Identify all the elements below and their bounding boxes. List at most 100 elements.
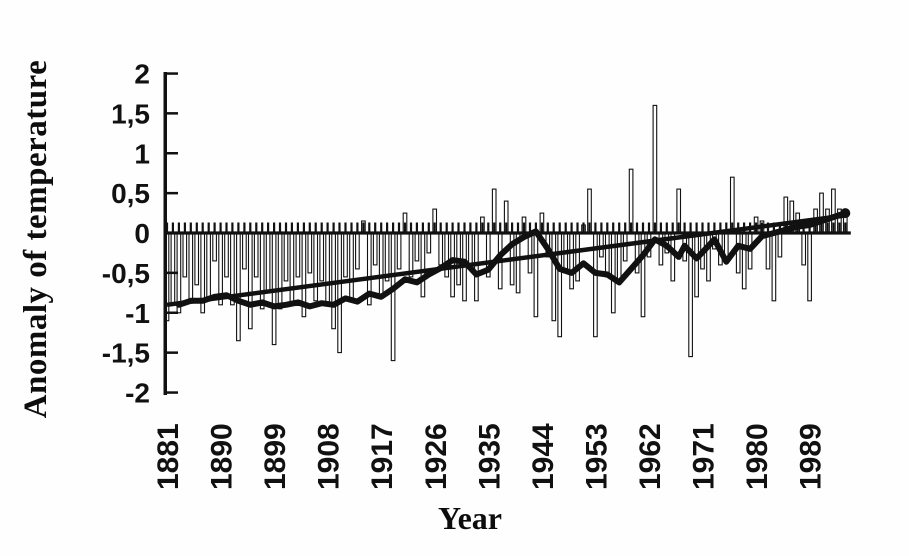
year-tick-1898 (267, 222, 270, 233)
year-tick-1916 (374, 222, 377, 233)
year-tick-1956 (612, 222, 615, 233)
year-tick-1924 (421, 222, 424, 233)
anomaly-bar-1984 (777, 232, 783, 258)
year-tick-1951 (582, 222, 585, 233)
year-tick-1941 (522, 222, 526, 233)
y-tick-0 (167, 231, 178, 235)
y-tick--1,5 (167, 351, 178, 354)
year-tick-1889 (213, 222, 216, 233)
x-tick-label-1944: 1944 (527, 423, 560, 490)
year-tick-1955 (606, 222, 609, 233)
anomaly-bar-1970 (694, 232, 699, 298)
year-tick-1991 (820, 222, 823, 233)
x-tick-label-1980: 1980 (741, 423, 774, 490)
y-tick-0,5 (167, 191, 178, 195)
anomaly-bar-1900 (277, 232, 283, 310)
year-tick-1958 (624, 222, 627, 233)
y-axis-title: Anomaly of temperature (18, 59, 54, 419)
year-tick-1882 (171, 222, 174, 233)
year-tick-1910 (338, 222, 341, 233)
anomaly-bar-1884 (182, 232, 188, 278)
year-tick-1944 (540, 222, 543, 233)
x-tick-label-1935: 1935 (473, 423, 506, 490)
y-tick-2 (167, 72, 178, 75)
year-tick-1914 (362, 222, 365, 233)
x-tick-label-1953: 1953 (580, 423, 613, 490)
anomaly-bar-1977 (735, 232, 741, 274)
year-tick-1931 (463, 222, 466, 233)
anomaly-bar-1950 (575, 232, 580, 282)
year-tick-1983 (772, 222, 775, 233)
year-tick-1896 (255, 222, 258, 233)
x-tick-label-1908: 1908 (313, 423, 346, 490)
anomaly-bar-1957 (616, 232, 622, 282)
year-tick-1940 (516, 222, 520, 233)
y-tick-label-1: 1 (134, 138, 150, 169)
anomaly-bar-1924 (420, 232, 426, 298)
anomaly-bar-1898 (265, 232, 271, 294)
anomaly-bar-1955 (604, 232, 610, 278)
year-tick-1972 (707, 222, 710, 233)
year-tick-1895 (249, 222, 252, 233)
year-tick-1948 (564, 222, 567, 233)
year-tick-1892 (231, 222, 234, 233)
year-tick-1994 (838, 222, 841, 233)
y-tick-label--1: -1 (125, 298, 150, 329)
year-tick-1939 (511, 222, 514, 233)
year-tick-1894 (243, 222, 246, 233)
year-tick-1897 (261, 222, 264, 233)
year-tick-1953 (594, 222, 597, 233)
anomaly-bar-1989 (807, 232, 812, 302)
year-tick-1942 (528, 222, 532, 233)
year-tick-1906 (314, 222, 317, 233)
x-tick-label-1881: 1881 (152, 423, 185, 490)
anomaly-bar-1889 (212, 232, 217, 262)
year-tick-1969 (689, 222, 692, 233)
year-tick-1901 (284, 222, 288, 233)
year-tick-1888 (207, 222, 210, 233)
y-tick-label-0,5: 0,5 (111, 178, 150, 209)
anomaly-bar-1913 (355, 232, 360, 270)
year-tick-1930 (457, 222, 460, 233)
anomaly-bar-1961 (640, 232, 646, 318)
year-tick-1960 (635, 222, 639, 233)
year-tick-1943 (534, 222, 537, 233)
year-tick-1907 (320, 222, 323, 233)
year-tick-1950 (576, 222, 579, 233)
anomaly-bar-1891 (224, 232, 229, 278)
year-tick-1921 (403, 222, 407, 233)
year-tick-1992 (826, 222, 829, 233)
x-axis-title: Year (438, 500, 502, 536)
anomaly-bar-1988 (801, 232, 807, 266)
year-tick-1883 (177, 222, 180, 233)
x-tick-label-1989: 1989 (795, 423, 828, 490)
year-tick-1952 (588, 222, 591, 233)
year-tick-1890 (219, 222, 222, 233)
year-tick-1963 (653, 222, 656, 233)
anomaly-bar-1911 (343, 232, 348, 278)
year-tick-1908 (326, 222, 329, 233)
anomaly-bar-1932 (468, 232, 473, 266)
year-tick-1967 (677, 222, 680, 233)
anomaly-bar-1912 (349, 232, 354, 302)
year-tick-1902 (290, 222, 293, 233)
year-tick-1933 (475, 222, 478, 233)
year-tick-1922 (409, 222, 413, 233)
year-tick-1925 (427, 222, 430, 233)
year-tick-1929 (451, 222, 454, 233)
year-tick-1971 (701, 222, 704, 233)
y-tick-1,5 (167, 112, 178, 115)
year-tick-1887 (201, 222, 204, 233)
year-tick-1954 (600, 222, 603, 233)
year-tick-1984 (778, 222, 781, 233)
year-tick-1976 (731, 222, 734, 233)
anomaly-bar-1902 (289, 232, 295, 306)
year-tick-1926 (433, 222, 436, 233)
anomaly-bar-1905 (307, 232, 313, 274)
y-tick--0,5 (167, 271, 178, 275)
anomaly-bar-1920 (396, 232, 402, 270)
year-tick-1885 (189, 222, 192, 233)
year-tick-1900 (278, 222, 282, 233)
